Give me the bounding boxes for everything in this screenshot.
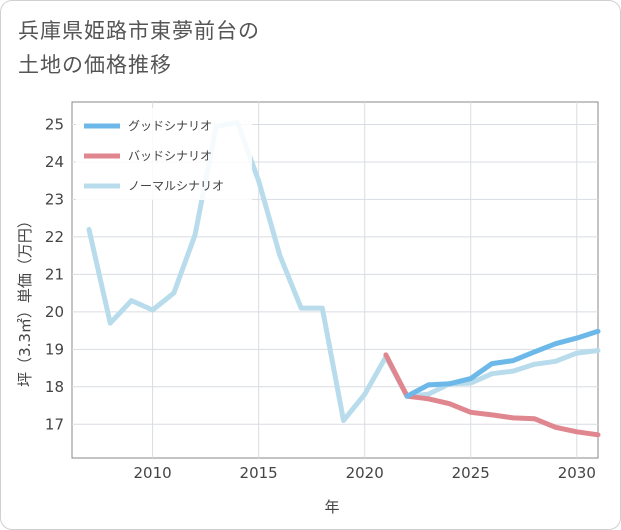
chart-title-line-1: 兵庫県姫路市東夢前台の bbox=[18, 19, 260, 43]
series-line-good bbox=[404, 328, 601, 399]
y-axis-label: 坪（3.3㎡）単価（万円） bbox=[16, 213, 34, 387]
y-tick-label: 24 bbox=[45, 153, 64, 171]
tick-labels: 17 18 19 20 21 22 23 24 25 2010 2015 2020 2025 2030 bbox=[45, 115, 596, 482]
x-tick-label: 2025 bbox=[452, 464, 490, 482]
legend-label: バッドシナリオ bbox=[128, 149, 212, 163]
y-tick-label: 20 bbox=[45, 303, 64, 321]
x-axis-label: 年 bbox=[324, 498, 339, 516]
y-tick-label: 19 bbox=[45, 340, 64, 358]
y-tick-label: 25 bbox=[45, 115, 64, 133]
x-tick-label: 2015 bbox=[240, 464, 278, 482]
series-line-bad bbox=[383, 352, 601, 438]
legend-label: グッドシナリオ bbox=[128, 119, 212, 133]
y-tick-label: 23 bbox=[45, 190, 64, 208]
y-tick-label: 17 bbox=[45, 415, 64, 433]
x-tick-label: 2020 bbox=[346, 464, 384, 482]
chart-title: 兵庫県姫路市東夢前台の 土地の価格推移 bbox=[18, 14, 438, 82]
x-tick-label: 2030 bbox=[558, 464, 596, 482]
legend-label: ノーマルシナリオ bbox=[128, 179, 224, 193]
y-tick-label: 22 bbox=[45, 228, 64, 246]
y-tick-label: 21 bbox=[45, 265, 64, 283]
chart-title-line-2: 土地の価格推移 bbox=[18, 53, 172, 77]
x-tick-label: 2010 bbox=[134, 464, 172, 482]
y-tick-label: 18 bbox=[45, 378, 64, 396]
series-layer bbox=[86, 120, 601, 438]
series-line-normal bbox=[86, 120, 601, 423]
